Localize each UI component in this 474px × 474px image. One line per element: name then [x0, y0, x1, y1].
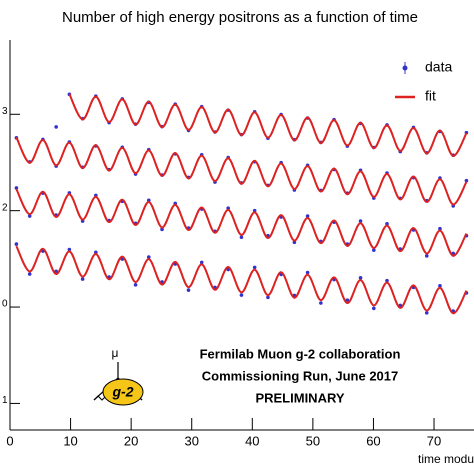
y-tick-label: 1 [2, 395, 8, 406]
data-point [319, 301, 323, 305]
data-point [438, 226, 442, 231]
data-point [266, 295, 270, 300]
data-point [385, 278, 389, 283]
data-point [345, 298, 350, 302]
legend-swatch [402, 65, 408, 71]
fit-line [15, 245, 468, 315]
x-tick-label: 0 [6, 433, 13, 448]
x-tick-label: 50 [306, 433, 320, 448]
x-tick-label: 20 [124, 433, 138, 448]
data-point [146, 255, 151, 259]
y-tick-label: 3 [2, 106, 8, 117]
data-point [358, 276, 363, 280]
annotation: PRELIMINARY [255, 390, 344, 405]
x-tick-label: 30 [184, 433, 198, 448]
x-axis-label: time modulo 80 [418, 452, 474, 466]
data-point [239, 235, 244, 240]
data-point [27, 272, 32, 276]
fit-line [68, 93, 468, 157]
y-tick-label: 2 [2, 202, 8, 213]
logo-text: g-2 [112, 384, 134, 400]
x-tick-label: 60 [366, 433, 380, 448]
data-point [305, 270, 310, 275]
data-point [424, 311, 429, 315]
data-point [67, 247, 72, 252]
data-point [27, 214, 32, 218]
data-point [358, 219, 363, 223]
logo: g-2 μ [93, 346, 144, 406]
data-point [239, 293, 244, 297]
x-tick-label: 70 [427, 433, 441, 448]
chart-title: Number of high energy positrons as a fun… [62, 9, 418, 26]
data-point [186, 288, 191, 292]
data-point [14, 242, 19, 246]
y-tick-label: 0 [2, 299, 8, 310]
data-point [438, 284, 442, 288]
legend-label: fit [425, 88, 436, 104]
x-tick-label: 40 [245, 433, 259, 448]
annotation: Fermilab Muon g-2 collaboration [200, 346, 401, 361]
fit-line [15, 188, 468, 257]
data-point [372, 248, 376, 252]
data-point [160, 227, 164, 232]
data-point [199, 260, 204, 265]
annotation: Commissioning Run, June 2017 [202, 368, 399, 383]
data-point [133, 283, 138, 287]
x-tick-label: 10 [63, 433, 77, 448]
data-point [80, 277, 85, 281]
data-point [424, 254, 429, 258]
data-point [252, 265, 257, 270]
logo-ellipse [102, 378, 144, 406]
fit-line [15, 136, 468, 206]
data-point [54, 125, 58, 129]
legend-label: data [425, 59, 452, 75]
logo-symbol: μ [112, 346, 119, 360]
data-point [372, 306, 376, 311]
data-point [305, 214, 310, 218]
